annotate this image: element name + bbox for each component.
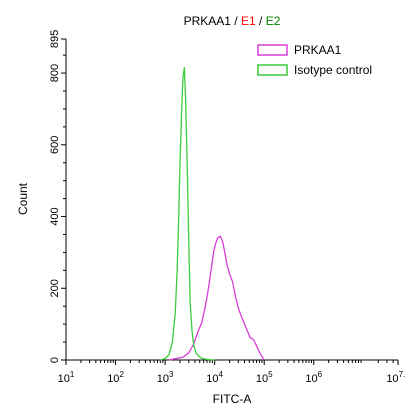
chart-title: PRKAA1 / E1 / E2 [184,14,281,28]
x-tick-label: 101 [58,370,75,385]
series-layer [160,67,265,361]
x-tick-label: 103 [157,370,174,385]
x-axis-label: FITC-A [213,392,252,406]
x-tick-label: 102 [107,370,124,385]
x-tick-label: 104 [206,370,223,385]
y-tick-label: 895 [49,30,61,48]
chart-title-part: E2 [266,14,281,28]
y-axis-label: Count [16,182,30,215]
y-axis-ticks: 0 200 400 600 800 895 [49,30,66,363]
y-tick-label: 800 [49,64,61,82]
legend-swatch-isotype-control [257,64,288,76]
legend: PRKAA1 Isotype control [257,43,372,77]
chart-title-part: E1 [241,14,256,28]
series-line-prkaa1 [168,235,265,361]
legend-label-prkaa1: PRKAA1 [294,43,342,57]
chart-title-part: / [231,14,241,28]
y-tick-label: 200 [49,279,61,297]
series-line-isotype-control [160,67,215,361]
chart-title-part: PRKAA1 [184,14,232,28]
legend-swatch-prkaa1 [257,44,288,56]
x-tick-label: 105 [256,370,273,385]
legend-label-isotype-control: Isotype control [294,63,372,77]
x-axis-ticks: 101 102 103 104 105 106 107.7 [58,360,405,385]
x-tick-label: 107.7 [386,370,405,385]
y-tick-label: 0 [49,357,61,363]
x-tick-label: 106 [305,370,322,385]
y-tick-label: 600 [49,136,61,154]
y-tick-label: 400 [49,207,61,225]
chart-title-part: / [256,14,266,28]
